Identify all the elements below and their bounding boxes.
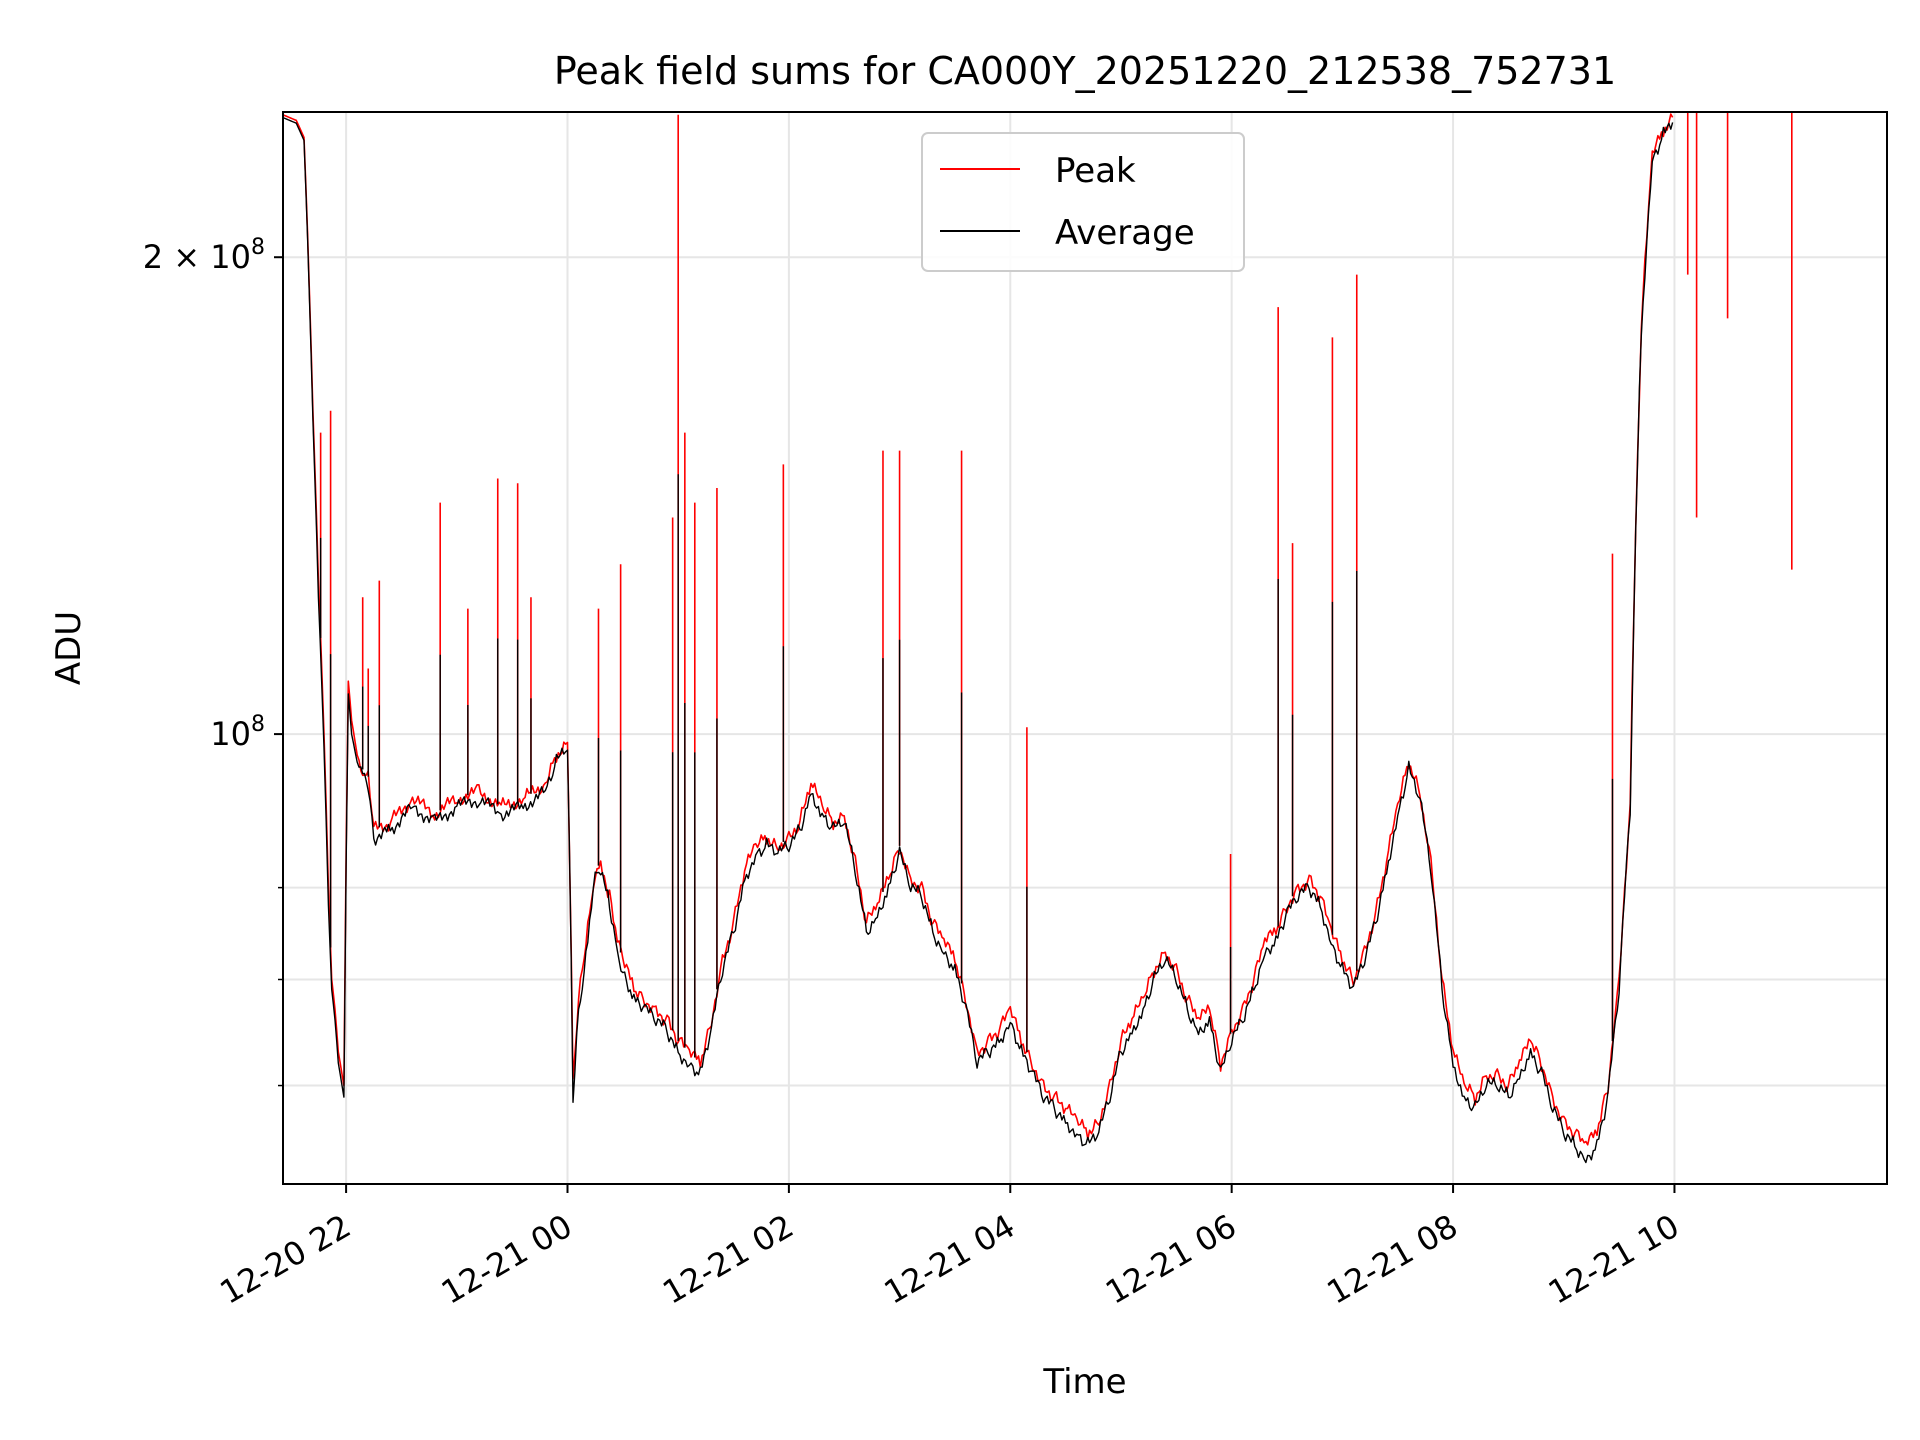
series-line-average: [283, 116, 1674, 1164]
y-tick-label: 2 × 108: [143, 235, 265, 276]
series-group: [283, 112, 1793, 1164]
legend-box: [921, 132, 1245, 272]
chart-title: Peak field sums for CA000Y_20251220_2125…: [554, 49, 1616, 93]
legend-label-average: Average: [1055, 213, 1195, 253]
legend-label-peak: Peak: [1055, 151, 1136, 191]
plot-frame: [282, 111, 1888, 1185]
y-axis-label: ADU: [49, 611, 89, 685]
x-axis-label: Time: [1042, 1362, 1126, 1402]
y-tick-label: 108: [210, 712, 265, 753]
legend: Peak Average: [921, 132, 1245, 272]
